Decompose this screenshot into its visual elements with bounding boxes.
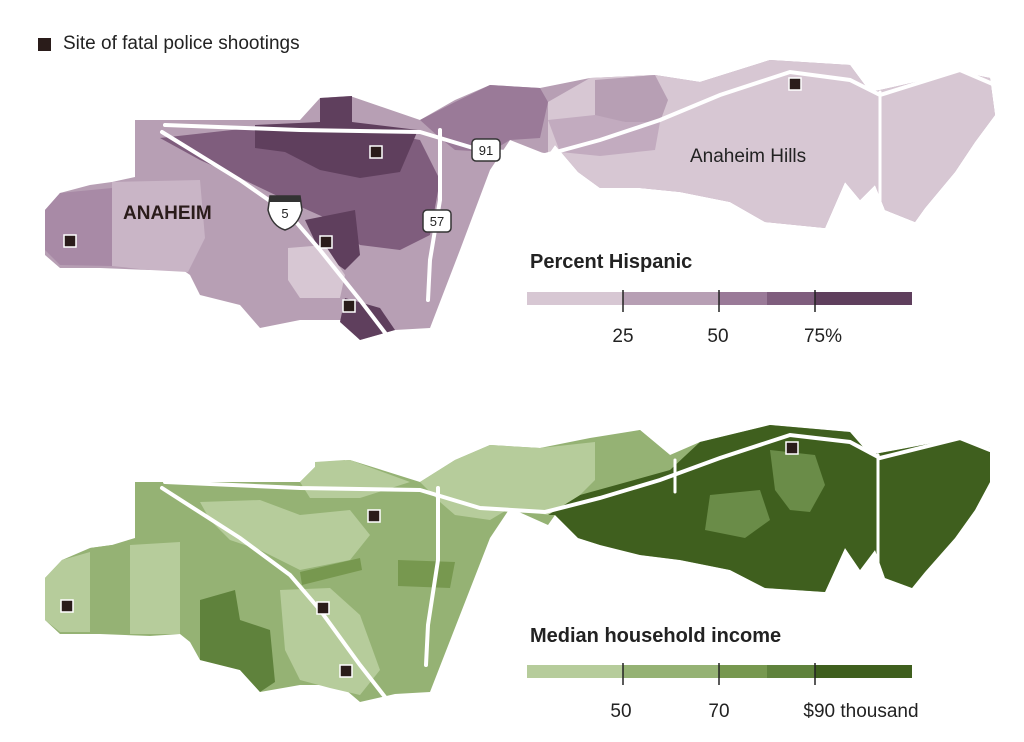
shooting-marker-icon bbox=[788, 77, 802, 91]
region-east-light-strip bbox=[595, 430, 670, 470]
shooting-marker-icon bbox=[369, 145, 383, 159]
scale-segment bbox=[719, 292, 767, 305]
scale-tick-label: $90 thousand bbox=[803, 701, 918, 722]
shooting-marker-icon bbox=[367, 509, 381, 523]
region-east-mid bbox=[595, 75, 668, 122]
shooting-marker-icon bbox=[316, 601, 330, 615]
region-west-light bbox=[45, 552, 90, 632]
scale-segment bbox=[623, 665, 719, 678]
region-east-mid bbox=[770, 450, 825, 512]
scale-segment bbox=[623, 292, 719, 305]
scale-title: Median household income bbox=[530, 625, 781, 647]
scale-median-income: Median household income 50 70 $90 thousa… bbox=[527, 625, 919, 722]
region-north-east bbox=[420, 85, 548, 152]
scale-segment bbox=[767, 665, 815, 678]
shooting-marker-icon bbox=[319, 235, 333, 249]
scale-segment bbox=[719, 665, 767, 678]
legend-shootings: Site of fatal police shootings bbox=[38, 33, 300, 55]
region-west-light bbox=[112, 180, 205, 272]
scale-segment bbox=[815, 292, 912, 305]
scale-segment bbox=[815, 665, 912, 678]
scale-tick-label: 70 bbox=[708, 701, 729, 722]
highway-57-label: 57 bbox=[430, 214, 444, 229]
city-label: ANAHEIM bbox=[123, 203, 212, 224]
region-south-light bbox=[288, 245, 345, 298]
scale-tick-label: 50 bbox=[707, 326, 728, 347]
scale-segment bbox=[527, 292, 623, 305]
highway-5-line bbox=[160, 486, 394, 708]
scale-tick-label: 25 bbox=[612, 326, 633, 347]
region-center-stripe-2 bbox=[398, 560, 455, 588]
highway-91-shield: 91 bbox=[471, 138, 501, 162]
legend-label: Site of fatal police shootings bbox=[63, 33, 300, 54]
highways bbox=[160, 67, 997, 344]
map-median-income: Median household income 50 70 $90 thousa… bbox=[45, 425, 992, 722]
region-center-light bbox=[200, 500, 370, 570]
scale-tick-label: 75% bbox=[804, 326, 842, 347]
shooting-marker-icon bbox=[785, 441, 799, 455]
city-regions bbox=[45, 425, 990, 702]
shooting-markers bbox=[60, 441, 799, 678]
highway-5-line bbox=[160, 130, 394, 344]
highway-91-label: 91 bbox=[479, 143, 493, 158]
highway-57-shield: 57 bbox=[422, 209, 452, 233]
scale-segment bbox=[527, 665, 623, 678]
region-west-light-2 bbox=[130, 542, 180, 634]
shooting-marker-icon bbox=[38, 37, 51, 51]
highway-5-label: 5 bbox=[281, 206, 288, 221]
map-percent-hispanic: 5 91 57 ANAHEIM Anaheim Hills Percent Hi… bbox=[45, 60, 997, 347]
region-west-mid bbox=[90, 545, 112, 634]
scale-segment bbox=[767, 292, 815, 305]
region-center-stripe bbox=[300, 558, 362, 585]
scale-percent-hispanic: Percent Hispanic 25 50 75% bbox=[527, 251, 912, 347]
highway-5-shield: 5 bbox=[267, 195, 303, 231]
region-sw-dark bbox=[200, 590, 275, 692]
highway-91-line bbox=[163, 432, 992, 515]
region-east-mid-2 bbox=[705, 490, 770, 538]
highways bbox=[160, 432, 992, 708]
region-north-light-3 bbox=[315, 460, 345, 490]
hills-label: Anaheim Hills bbox=[690, 146, 806, 167]
region-north-light bbox=[420, 442, 595, 520]
shooting-marker-icon bbox=[60, 599, 74, 613]
highway-57-line bbox=[424, 486, 440, 667]
shooting-markers bbox=[63, 77, 802, 313]
scale-tick-label: 50 bbox=[610, 701, 631, 722]
region-south-light bbox=[280, 588, 380, 695]
shooting-marker-icon bbox=[63, 234, 77, 248]
scale-title: Percent Hispanic bbox=[530, 251, 692, 273]
shooting-marker-icon bbox=[342, 299, 356, 313]
shooting-marker-icon bbox=[339, 664, 353, 678]
region-west-mid bbox=[45, 188, 112, 266]
